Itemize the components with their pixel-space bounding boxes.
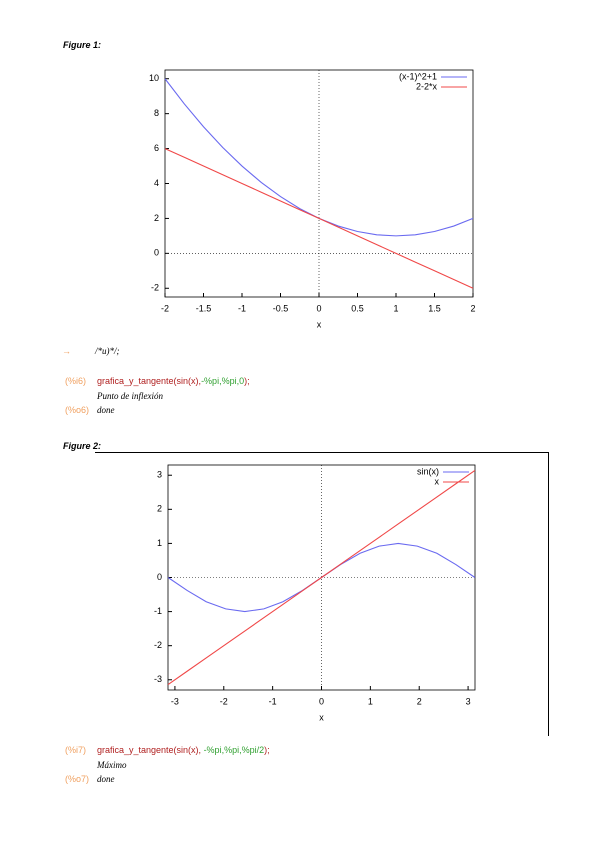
code: grafica_y_tangente(sin(x), xyxy=(97,376,202,386)
input-code: grafica_y_tangente(sin(x), -%pi,%pi,%pi/… xyxy=(97,745,270,755)
y-tick-label: -2 xyxy=(154,640,162,650)
x-tick-label: 1.5 xyxy=(428,303,441,313)
x-tick-label: -3 xyxy=(171,696,179,706)
message: Punto de inflexión xyxy=(97,391,163,401)
input-label: (%i6) xyxy=(65,376,87,386)
prompt: → xyxy=(62,346,71,356)
legend-label: (x-1)^2+1 xyxy=(399,71,437,81)
y-tick-label: 6 xyxy=(154,143,159,153)
y-tick-label: 0 xyxy=(154,248,159,258)
x-tick-label: 0 xyxy=(319,696,324,706)
code: ); xyxy=(264,745,270,755)
input-code: grafica_y_tangente(sin(x),-%pi,%pi,0); xyxy=(97,376,250,386)
series-line xyxy=(164,148,474,289)
figure-label: Figure 2: xyxy=(63,441,102,451)
y-tick-label: 10 xyxy=(149,73,159,83)
series-line xyxy=(167,470,476,685)
y-tick-label: 3 xyxy=(157,470,162,480)
x-tick-label: -2 xyxy=(220,696,228,706)
x-tick-label: -2 xyxy=(161,303,169,313)
output: done xyxy=(97,774,115,784)
y-tick-label: 8 xyxy=(154,108,159,118)
y-tick-label: 4 xyxy=(154,178,159,188)
output: done xyxy=(97,405,115,415)
x-tick-label: 1 xyxy=(393,303,398,313)
code: /*u)*/; xyxy=(95,346,120,356)
output-label: (%o7) xyxy=(65,774,90,784)
x-tick-label: 3 xyxy=(466,696,471,706)
y-tick-label: 1 xyxy=(157,538,162,548)
code: ); xyxy=(244,376,250,386)
figure-frame xyxy=(95,452,549,736)
x-tick-label: -0.5 xyxy=(273,303,289,313)
x-tick-label: -1 xyxy=(269,696,277,706)
x-tick-label: -1.5 xyxy=(196,303,212,313)
y-tick-label: 2 xyxy=(157,504,162,514)
y-tick-label: -2 xyxy=(151,283,159,293)
x-tick-label: 2 xyxy=(470,303,475,313)
code: grafica_y_tangente(sin(x), xyxy=(97,745,204,755)
legend-label: x xyxy=(435,476,440,486)
input-label: (%i7) xyxy=(65,745,87,755)
x-axis-label: x xyxy=(319,712,324,722)
output-label: (%o6) xyxy=(65,405,90,415)
x-tick-label: -1 xyxy=(238,303,246,313)
figure-label: Figure 1: xyxy=(63,40,102,50)
y-tick-label: -3 xyxy=(154,674,162,684)
x-tick-label: 1 xyxy=(368,696,373,706)
y-tick-label: 0 xyxy=(157,572,162,582)
x-axis-label: x xyxy=(317,319,322,329)
x-tick-label: 0 xyxy=(316,303,321,313)
legend-label: sin(x) xyxy=(417,466,439,476)
x-tick-label: 2 xyxy=(417,696,422,706)
legend-label: 2-2*x xyxy=(416,81,438,91)
x-tick-label: 0.5 xyxy=(351,303,364,313)
message: Máximo xyxy=(97,760,127,770)
code: -%pi,%pi,0 xyxy=(201,376,245,386)
y-tick-label: -1 xyxy=(154,606,162,616)
y-tick-label: 2 xyxy=(154,213,159,223)
code: -%pi,%pi,%pi/2 xyxy=(203,745,265,755)
